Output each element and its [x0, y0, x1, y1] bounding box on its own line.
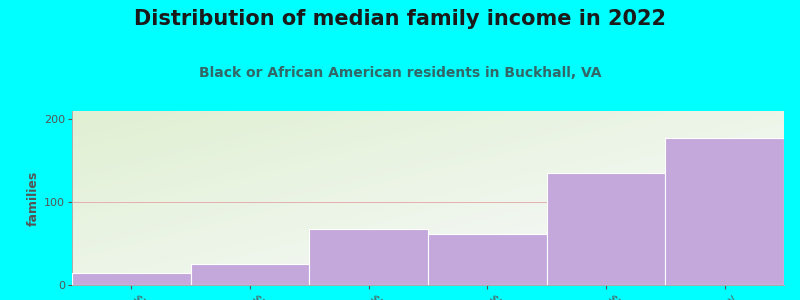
- Y-axis label: families: families: [26, 170, 40, 226]
- Bar: [666, 137, 784, 285]
- Bar: [428, 234, 546, 285]
- Text: Black or African American residents in Buckhall, VA: Black or African American residents in B…: [198, 66, 602, 80]
- Bar: [546, 173, 666, 285]
- Bar: [72, 273, 190, 285]
- Bar: [190, 264, 310, 285]
- Text: Distribution of median family income in 2022: Distribution of median family income in …: [134, 9, 666, 29]
- Bar: [310, 229, 428, 285]
